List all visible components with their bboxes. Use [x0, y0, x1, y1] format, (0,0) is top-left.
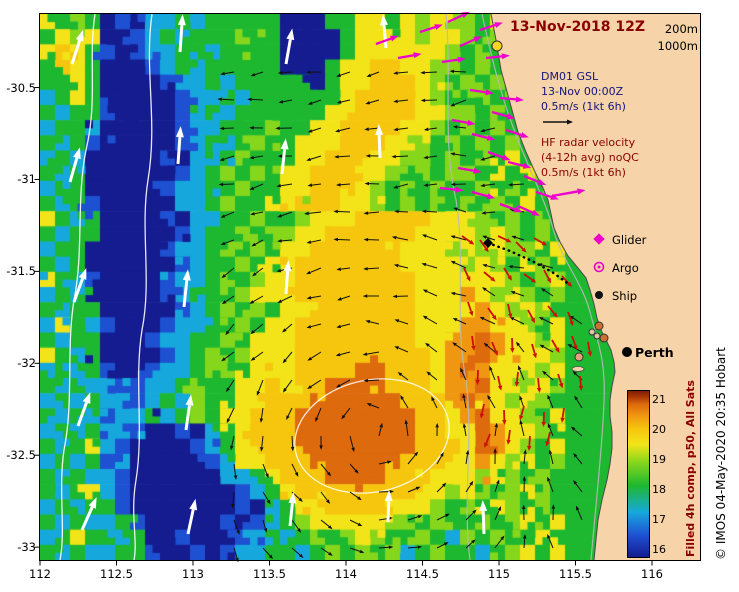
colorbar-tick-label: 20: [652, 423, 666, 436]
y-axis-tick-label: -32.5: [6, 448, 36, 463]
ship-pos-b: [593, 332, 601, 340]
argo-float-a: [594, 321, 604, 331]
black-arrow-field: [217, 69, 583, 563]
ship-legend-label: Ship: [612, 289, 638, 303]
argo-legend-label: Argo: [612, 261, 639, 275]
track-start-diamond: [483, 238, 493, 248]
glider-diamond-icon: [593, 233, 605, 245]
red-hf-radar-arrows: [461, 235, 592, 451]
ship-pos-a: [588, 328, 596, 336]
rottnest-island: [571, 366, 585, 372]
gsl-legend-line-1: DM01 GSL: [541, 70, 599, 83]
x-axis-tick-label: 114: [335, 567, 357, 581]
argo-circle-icon: [593, 261, 605, 273]
y-axis-tick-label: -30.5: [6, 80, 36, 95]
x-axis-tick-label: 116: [641, 567, 663, 581]
white-arrows: [68, 14, 488, 535]
colorbar-title: Filled 4h comp, p50, All Sats: [684, 380, 697, 557]
y-axis-tick-label: -33: [17, 540, 36, 555]
argo-float-b: [599, 333, 609, 343]
gsl-legend-line-3: 0.5m/s (1kt 6h): [541, 100, 626, 113]
gsl-legend-line-2: 13-Nov 00:00Z: [541, 85, 624, 98]
y-axis-tick-label: -32: [17, 356, 36, 371]
y-axis-tick-label: -31.5: [6, 264, 36, 279]
ship-circle-icon: [595, 291, 603, 299]
colorbar-tick-label: 18: [652, 483, 666, 496]
legend-glyphs: [543, 119, 605, 299]
hf-legend-line-1: HF radar velocity: [541, 136, 636, 149]
argo-float-c: [574, 352, 584, 362]
hf-legend-line-2: (4-12h avg) noQC: [541, 151, 639, 164]
y-axis-tick-label: -31: [17, 172, 36, 187]
x-axis-tick-label: 115: [488, 567, 510, 581]
mooring: [491, 40, 503, 52]
x-axis-tick-label: 113.5: [253, 567, 286, 581]
colorbar-tick-label: 16: [652, 543, 666, 556]
x-axis-tick-label: 113: [182, 567, 204, 581]
colorbar-tick-label: 19: [652, 453, 666, 466]
x-axis-tick-label: 115.5: [559, 567, 592, 581]
x-axis-tick-label: 112: [29, 567, 51, 581]
plot-frame: [34, 13, 701, 566]
imos-watermark: © IMOS 04-May-2020 20:35 Hobart: [714, 347, 728, 560]
x-axis-tick-label: 114.5: [406, 567, 439, 581]
perth-dot: [622, 347, 632, 357]
observation-markers: [491, 40, 632, 362]
perth-city-label: Perth: [635, 345, 674, 360]
plot-title: 13-Nov-2018 12Z: [510, 19, 646, 35]
magenta-arrows: [375, 11, 559, 216]
hf-legend-line-3: 0.5m/s (1kt 6h): [541, 166, 626, 179]
colorbar: [627, 390, 650, 558]
colorbar-tick-label: 21: [652, 393, 666, 406]
glider-legend-label: Glider: [612, 233, 647, 247]
isobath-label-200m: 200m: [664, 22, 698, 36]
isobath-label-1000m: 1000m: [657, 39, 698, 53]
glider-track: [483, 238, 572, 287]
colorbar-tick-label: 17: [652, 513, 666, 526]
x-axis-tick-label: 112.5: [100, 567, 133, 581]
